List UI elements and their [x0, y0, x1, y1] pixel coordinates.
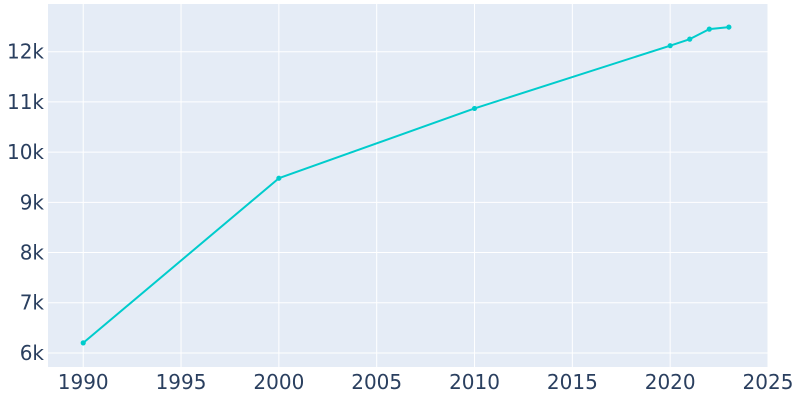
- y-tick-label-12000: 12k: [7, 40, 44, 64]
- data-point-2023[interactable]: [726, 24, 732, 30]
- x-tick-label-2015: 2015: [547, 370, 598, 394]
- series-layer: [80, 24, 732, 346]
- x-tick-label-2000: 2000: [253, 370, 304, 394]
- x-tick-label-2005: 2005: [351, 370, 402, 394]
- y-gridlines: [48, 51, 768, 354]
- y-tick-label-10000: 10k: [7, 140, 44, 164]
- data-point-1990[interactable]: [80, 340, 86, 346]
- plot-background: [48, 4, 768, 367]
- data-point-2020[interactable]: [667, 43, 673, 49]
- x-tick-label-2025: 2025: [743, 370, 794, 394]
- data-point-2000[interactable]: [276, 175, 282, 181]
- x-tick-label-1995: 1995: [156, 370, 207, 394]
- x-tick-label-2010: 2010: [449, 370, 500, 394]
- x-gridlines: [82, 4, 769, 367]
- data-point-2010[interactable]: [471, 105, 478, 112]
- y-tick-label-7000: 7k: [20, 291, 45, 315]
- x-tick-label-2020: 2020: [645, 370, 696, 394]
- y-tick-label-11000: 11k: [7, 90, 44, 114]
- y-axis-tick-labels: 6k 7k 8k 9k 10k 11k 12k: [7, 40, 44, 365]
- x-axis-tick-labels: 1990 1995 2000 2005 2010 2015 2020 2025: [58, 370, 794, 394]
- data-point-2021[interactable]: [687, 36, 693, 42]
- y-tick-label-9000: 9k: [20, 190, 45, 214]
- y-tick-label-6000: 6k: [20, 341, 45, 365]
- data-point-2022[interactable]: [706, 26, 712, 32]
- y-tick-label-8000: 8k: [20, 241, 45, 265]
- x-tick-label-1990: 1990: [58, 370, 109, 394]
